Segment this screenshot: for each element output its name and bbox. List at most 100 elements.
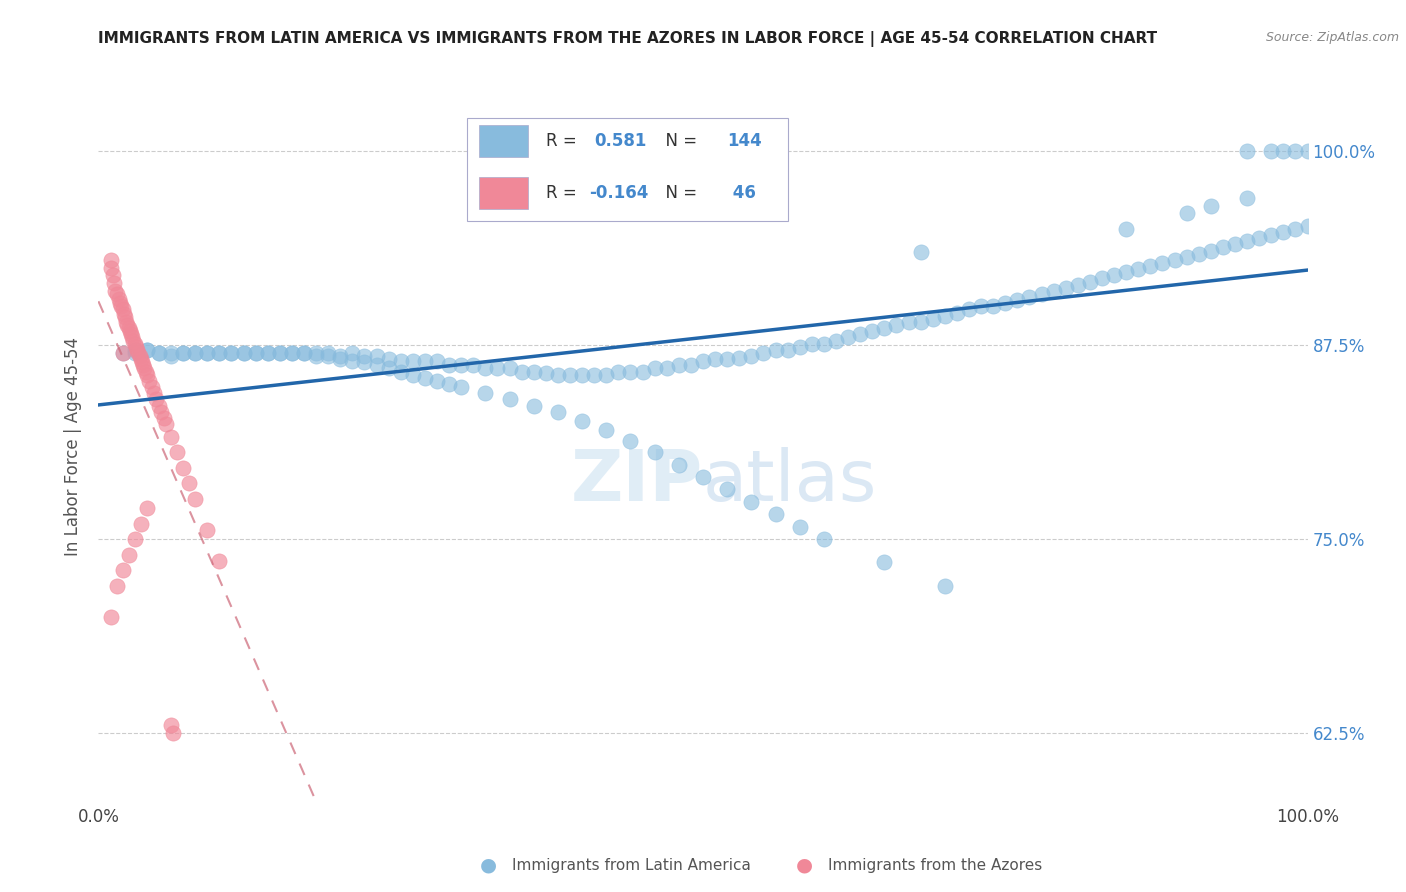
Point [1212, 240, 1234, 254]
Point [134, 361, 156, 376]
Point [1199, 198, 1222, 212]
Point [426, 374, 449, 388]
Point [131, 355, 153, 369]
Point [135, 501, 157, 516]
Point [1078, 275, 1101, 289]
Point [101, 268, 124, 283]
Point [292, 346, 315, 360]
Point [402, 353, 425, 368]
Point [1031, 287, 1053, 301]
Point [837, 330, 859, 344]
Text: R =: R = [546, 132, 582, 150]
Text: atlas: atlas [703, 447, 877, 516]
Point [970, 299, 993, 313]
Point [108, 296, 131, 310]
Point [172, 346, 194, 360]
Point [740, 495, 762, 509]
Point [148, 399, 170, 413]
Point [105, 579, 128, 593]
Point [172, 460, 194, 475]
Point [117, 318, 139, 332]
Text: IMMIGRANTS FROM LATIN AMERICA VS IMMIGRANTS FROM THE AZORES IN LABOR FORCE | AGE: IMMIGRANTS FROM LATIN AMERICA VS IMMIGRA… [98, 31, 1157, 47]
Point [619, 434, 641, 449]
Point [692, 470, 714, 484]
Point [692, 353, 714, 368]
Point [118, 321, 141, 335]
Point [135, 343, 157, 357]
Point [305, 346, 328, 360]
Point [129, 516, 152, 531]
Point [105, 287, 128, 301]
Point [547, 368, 569, 382]
Point [245, 346, 267, 360]
Point [124, 343, 146, 357]
Point [389, 365, 412, 379]
Point [510, 365, 533, 379]
Point [150, 405, 173, 419]
Point [957, 302, 980, 317]
Point [166, 445, 188, 459]
Point [849, 327, 872, 342]
Point [1163, 252, 1185, 267]
Text: Source: ZipAtlas.com: Source: ZipAtlas.com [1265, 31, 1399, 45]
Text: ●: ● [796, 855, 813, 875]
FancyBboxPatch shape [467, 118, 787, 221]
Point [111, 346, 134, 360]
Point [740, 349, 762, 363]
Point [571, 414, 593, 428]
Point [1236, 234, 1258, 248]
Point [112, 307, 135, 321]
Point [269, 346, 291, 360]
Text: N =: N = [655, 132, 702, 150]
Point [129, 352, 152, 367]
Point [437, 359, 460, 373]
Point [463, 359, 485, 373]
Point [111, 302, 134, 317]
Point [269, 346, 291, 360]
Point [122, 334, 145, 348]
Point [121, 330, 143, 344]
Point [498, 392, 520, 407]
Point [1260, 145, 1282, 159]
Point [329, 352, 352, 367]
Point [474, 361, 496, 376]
Point [981, 299, 1004, 313]
Point [994, 296, 1017, 310]
Point [1175, 250, 1198, 264]
Point [1188, 246, 1211, 260]
FancyBboxPatch shape [479, 125, 527, 157]
Point [789, 340, 811, 354]
Point [138, 374, 160, 388]
Point [353, 355, 375, 369]
Point [115, 315, 138, 329]
Point [195, 346, 218, 360]
Point [534, 366, 557, 380]
Point [245, 346, 267, 360]
Point [728, 351, 751, 365]
Point [486, 361, 509, 376]
Point [765, 508, 787, 522]
Point [1128, 262, 1150, 277]
Point [800, 336, 823, 351]
Point [897, 315, 920, 329]
Point [1272, 145, 1295, 159]
Point [1223, 237, 1246, 252]
Point [1115, 222, 1137, 236]
Point [716, 352, 738, 367]
Point [619, 365, 641, 379]
Point [655, 361, 678, 376]
Point [100, 252, 122, 267]
Point [679, 359, 702, 373]
Point [124, 532, 146, 546]
Point [179, 476, 201, 491]
Point [1296, 145, 1319, 159]
Point [155, 417, 177, 432]
Point [184, 491, 207, 506]
Point [426, 353, 449, 368]
Point [946, 305, 969, 319]
Point [776, 343, 799, 357]
Point [1199, 244, 1222, 258]
Point [413, 370, 436, 384]
Point [765, 343, 787, 357]
Point [128, 349, 150, 363]
